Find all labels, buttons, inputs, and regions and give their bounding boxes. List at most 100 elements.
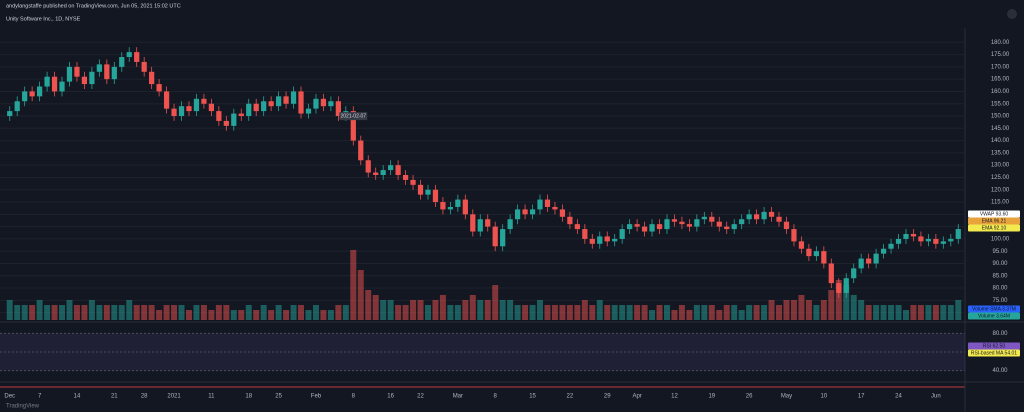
volume-bar	[805, 300, 812, 320]
candle-body	[238, 113, 244, 117]
candle-body	[821, 251, 827, 264]
indicator-label: RSI 62.50	[983, 343, 1005, 349]
volume-bar	[118, 305, 125, 320]
volume-bar	[312, 305, 319, 320]
volume-bar	[275, 305, 282, 320]
x-tick-label: Jun	[931, 394, 941, 400]
candle-body	[14, 101, 20, 112]
volume-bar	[245, 305, 252, 320]
volume-bar	[350, 250, 357, 320]
volume-bar	[596, 300, 603, 320]
candle-body	[470, 214, 476, 232]
candle-body	[74, 66, 80, 77]
candle-body	[716, 221, 722, 227]
volume-bar	[574, 305, 581, 320]
candle-body	[119, 57, 125, 67]
volume-bar	[372, 295, 379, 320]
candle-body	[7, 111, 13, 117]
y-tick-label: 170.00	[991, 64, 1010, 70]
volume-bar	[925, 305, 932, 320]
candle-body	[649, 224, 655, 232]
candle-body	[500, 229, 506, 247]
volume-bar	[305, 310, 312, 320]
candle-body	[462, 199, 468, 215]
price-pane	[6, 47, 962, 320]
volume-bar	[611, 305, 618, 320]
volume-bar	[858, 300, 865, 320]
candle-body	[178, 106, 185, 117]
candle-body	[619, 229, 625, 239]
volume-bar	[947, 305, 954, 320]
x-tick-label: Feb	[311, 394, 322, 400]
candle-body	[141, 61, 147, 72]
candle-body	[223, 120, 229, 126]
volume-bar	[395, 305, 402, 320]
volume-bar	[6, 300, 13, 320]
volume-bar	[14, 305, 21, 320]
volume-bar	[253, 310, 260, 320]
settings-button[interactable]	[1007, 9, 1017, 19]
candle-body	[828, 263, 834, 284]
indicator-label-box	[968, 217, 1020, 225]
volume-bar	[462, 300, 469, 320]
y-tick-label: 150.00	[991, 114, 1010, 120]
candle-body	[597, 236, 603, 244]
volume-bar	[81, 305, 88, 320]
candle-body	[589, 238, 595, 244]
volume-bar	[88, 300, 95, 320]
volume-bar	[73, 305, 80, 320]
indicator-label: RSI-based MA 54.01	[971, 350, 1017, 356]
candle-body	[843, 278, 849, 293]
candle-body	[529, 209, 536, 215]
candle-body	[813, 251, 819, 257]
volume-bar	[731, 305, 738, 320]
candle-body	[410, 179, 416, 185]
volume-bar	[716, 310, 723, 320]
candle-body	[59, 81, 65, 92]
x-tick-label: 24	[895, 394, 902, 400]
volume-bar	[342, 305, 349, 320]
volume-bar	[417, 300, 424, 320]
candle-body	[514, 209, 521, 220]
x-tick-label: Apr	[632, 394, 641, 400]
volume-bar	[873, 305, 880, 320]
candle-body	[873, 253, 879, 264]
candle-body	[627, 224, 633, 230]
indicator-label: Volume SMA 3.37M	[972, 306, 1016, 312]
y-tick-label: 130.00	[991, 163, 1010, 169]
volume-bar	[566, 305, 573, 320]
volume-bar	[850, 295, 857, 320]
candle-body	[425, 189, 431, 195]
candle-body	[798, 241, 805, 249]
volume-bar	[671, 310, 678, 320]
volume-bar	[514, 305, 521, 320]
candle-body	[111, 66, 117, 80]
x-tick-label: 26	[746, 394, 753, 400]
volume-bar	[955, 300, 962, 320]
volume-bar	[768, 300, 775, 320]
volume-bar	[753, 305, 760, 320]
indicator-label-box	[968, 305, 1020, 313]
volume-bar	[215, 305, 222, 320]
candle-body	[671, 219, 678, 222]
candle-body	[275, 96, 282, 107]
volume-bar	[59, 305, 66, 320]
candle-body	[753, 214, 760, 220]
volume-bar	[424, 305, 431, 320]
candle-body	[567, 216, 573, 225]
candle-body	[888, 243, 894, 249]
volume-bar	[298, 305, 305, 320]
volume-bar	[678, 305, 685, 320]
candle-body	[664, 219, 670, 230]
candle-body	[36, 86, 43, 97]
volume-bar	[320, 310, 327, 320]
candle-body	[634, 224, 640, 227]
candle-body	[746, 214, 752, 220]
rsi-tick-label: 80.00	[992, 331, 1008, 337]
x-tick-label: 22	[417, 394, 424, 400]
volume-bar	[932, 305, 939, 320]
candle-body	[126, 52, 132, 58]
y-tick-label: 120.00	[991, 187, 1010, 193]
x-tick-label: 16	[387, 394, 394, 400]
